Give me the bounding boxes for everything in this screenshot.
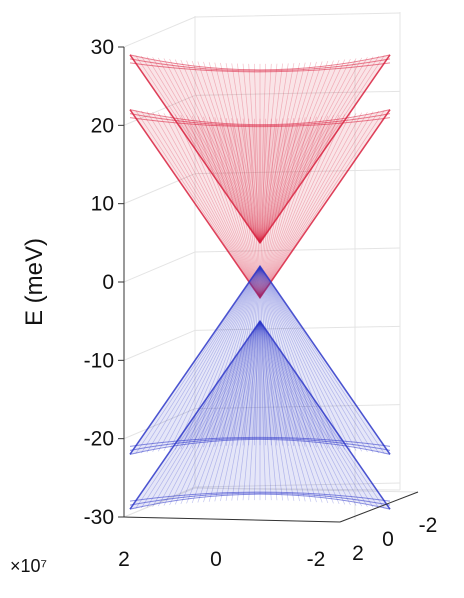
conduction-cone [129,54,391,245]
valence-cone [129,264,391,455]
ky-tick-label: 0 [382,528,394,551]
kx-axis-line [123,516,341,523]
kx-tick-label: -2 [307,548,326,571]
energy-tick-label: -30 [84,506,114,529]
ky-tick-label: -2 [419,514,438,537]
kx-tick-label: 0 [210,548,222,571]
energy-tick-label: 30 [91,36,114,59]
axes [118,46,419,523]
ky-tick-label: 2 [352,542,364,565]
grid-energy-line [123,12,401,48]
valence-cone [129,319,391,510]
energy-tick-label: -20 [84,428,114,451]
grid-energy-line [123,169,401,205]
axis-multiplier-label: ×10⁷ [10,556,47,576]
grid-energy-line [123,90,401,126]
energy-tick-label: 10 [91,193,114,216]
energy-bands [129,54,391,510]
ky-axis-line [339,491,419,523]
conduction-cone [129,109,391,300]
kx-tick-label: 2 [118,548,130,571]
energy-tick-label: -10 [84,349,114,372]
energy-axis-label: E (meV) [21,238,48,326]
energy-tick-label: 0 [102,271,114,294]
grid-energy-line [123,325,401,361]
grid-energy-line [123,247,401,283]
grid-floor-line [194,487,401,491]
energy-tick-label: 20 [91,114,114,137]
